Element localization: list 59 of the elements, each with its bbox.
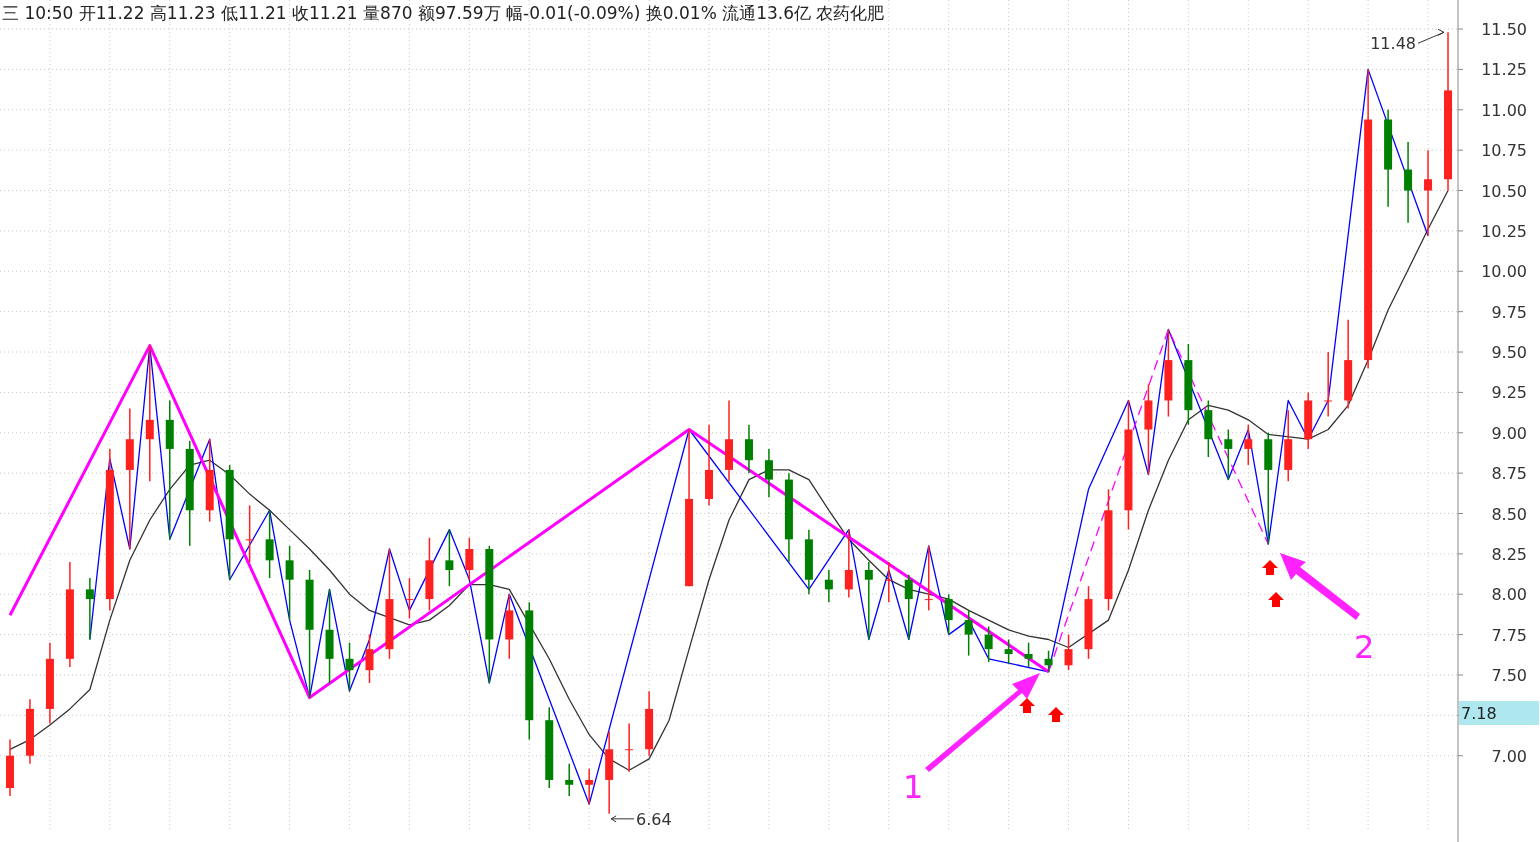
candlestick bbox=[285, 545, 294, 621]
candlestick bbox=[1024, 641, 1033, 668]
y-tick-label: 11.50 bbox=[1481, 20, 1527, 40]
annotation: 11.48 bbox=[1370, 34, 1416, 54]
annotation: 6.64 bbox=[636, 809, 672, 829]
candlestick bbox=[984, 625, 993, 663]
candlestick bbox=[944, 593, 953, 636]
y-tick-label: 8.50 bbox=[1491, 504, 1527, 524]
candlestick bbox=[85, 577, 94, 641]
candlestick bbox=[345, 641, 354, 692]
candlestick bbox=[904, 574, 913, 641]
candlestick bbox=[1404, 141, 1413, 224]
y-tick-label: 10.00 bbox=[1481, 262, 1527, 282]
candlestick bbox=[625, 722, 634, 773]
candlestick bbox=[365, 633, 374, 684]
text: 7.18 bbox=[1461, 704, 1497, 723]
candlestick bbox=[864, 561, 873, 641]
y-tick-label: 8.00 bbox=[1491, 585, 1527, 605]
y-tick-label: 7.50 bbox=[1491, 665, 1527, 685]
y-tick-label: 10.25 bbox=[1481, 221, 1527, 241]
candlestick bbox=[884, 561, 893, 604]
y-tick-label: 11.25 bbox=[1481, 60, 1527, 80]
candlestick bbox=[585, 767, 594, 805]
y-tick-label: 9.00 bbox=[1491, 423, 1527, 443]
chart-title: 三 10:50 开11.22 高11.23 低11.21 收11.21 量870 额97.59万 幅-0.01(-0.09%) 换0.01% 流通13.6亿 农药化肥 bbox=[2, 3, 885, 23]
candlestick bbox=[1424, 149, 1433, 237]
y-tick-label: 10.75 bbox=[1481, 141, 1527, 161]
candlestick bbox=[565, 763, 574, 797]
candlestick bbox=[465, 536, 474, 581]
candlestick bbox=[145, 344, 154, 482]
y-tick-label: 11.00 bbox=[1481, 100, 1527, 120]
candlestick bbox=[1324, 351, 1333, 418]
y-tick-label: 9.75 bbox=[1491, 302, 1527, 322]
candlestick bbox=[824, 569, 833, 604]
candlestick bbox=[964, 609, 973, 657]
line-series bbox=[89, 68, 1429, 805]
candlestick bbox=[1064, 633, 1073, 671]
candlestick bbox=[445, 528, 454, 587]
candlestick bbox=[405, 577, 414, 620]
candlestick bbox=[245, 504, 254, 563]
candlestick bbox=[764, 448, 773, 499]
y-tick-label: 7.00 bbox=[1491, 746, 1527, 766]
y-tick-label: 9.25 bbox=[1491, 383, 1527, 403]
candlestick bbox=[744, 423, 753, 474]
candlestick bbox=[1004, 638, 1013, 665]
y-tick-label: 8.75 bbox=[1491, 464, 1527, 484]
y-tick-label: 10.50 bbox=[1481, 181, 1527, 201]
line-series bbox=[9, 189, 1449, 771]
y-tick-label: 9.50 bbox=[1491, 343, 1527, 363]
candlestick bbox=[844, 528, 853, 599]
annotation: 1 bbox=[903, 768, 924, 806]
annotation: 2 bbox=[1354, 628, 1375, 666]
candlestick bbox=[924, 545, 933, 612]
y-tick-label: 8.25 bbox=[1491, 544, 1527, 564]
candlestick bbox=[1224, 428, 1233, 481]
candlestick bbox=[1044, 650, 1053, 673]
y-tick-label: 7.75 bbox=[1491, 625, 1527, 645]
candlestick bbox=[265, 509, 274, 579]
candlestick bbox=[1244, 423, 1253, 466]
